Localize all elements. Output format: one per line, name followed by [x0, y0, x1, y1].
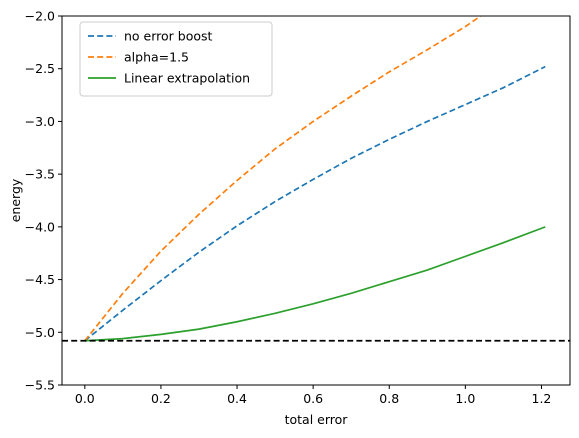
- series-line-2: [84, 16, 482, 342]
- y-tick-label: −3.5: [25, 167, 55, 182]
- x-tick-label: 0.6: [303, 391, 323, 406]
- x-tick-label: 1.0: [455, 391, 475, 406]
- axes-frame: [61, 15, 571, 386]
- y-tick-label: −5.0: [25, 325, 55, 340]
- y-axis-label: energy: [8, 178, 23, 222]
- x-tick-label: 0.2: [151, 391, 171, 406]
- series-line-1: [84, 65, 546, 342]
- x-tick-label: 0.8: [379, 391, 399, 406]
- legend-box: [79, 21, 273, 97]
- y-tick-label: −3.0: [25, 114, 55, 129]
- legend-label: Linear extrapolation: [124, 71, 250, 86]
- x-axis-ticks: 0.0 0.2 0.4 0.6 0.8 1.0 1.2: [75, 385, 552, 406]
- y-tick-label: −5.5: [25, 378, 55, 393]
- x-tick-label: 0.4: [227, 391, 247, 406]
- legend-label: alpha=1.5: [124, 50, 189, 65]
- legend-label: no error boost: [124, 29, 213, 44]
- y-axis-ticks: −5.5 −5.0 −4.5 −4.0 −3.5 −3.0 −2.5 −2.0: [25, 9, 62, 393]
- plot-area: [62, 16, 570, 342]
- plot-content: [62, 16, 570, 342]
- y-tick-label: −2.0: [25, 9, 55, 24]
- x-axis-label: total error: [285, 412, 349, 427]
- legend: no error boost alpha=1.5 Linear extrapolat…: [79, 21, 273, 97]
- x-tick-label: 0.0: [75, 391, 95, 406]
- y-tick-label: −4.5: [25, 272, 55, 287]
- y-tick-label: −4.0: [25, 219, 55, 234]
- x-tick-label: 1.2: [532, 391, 552, 406]
- series-line-3: [84, 226, 546, 342]
- y-tick-label: −2.5: [25, 61, 55, 76]
